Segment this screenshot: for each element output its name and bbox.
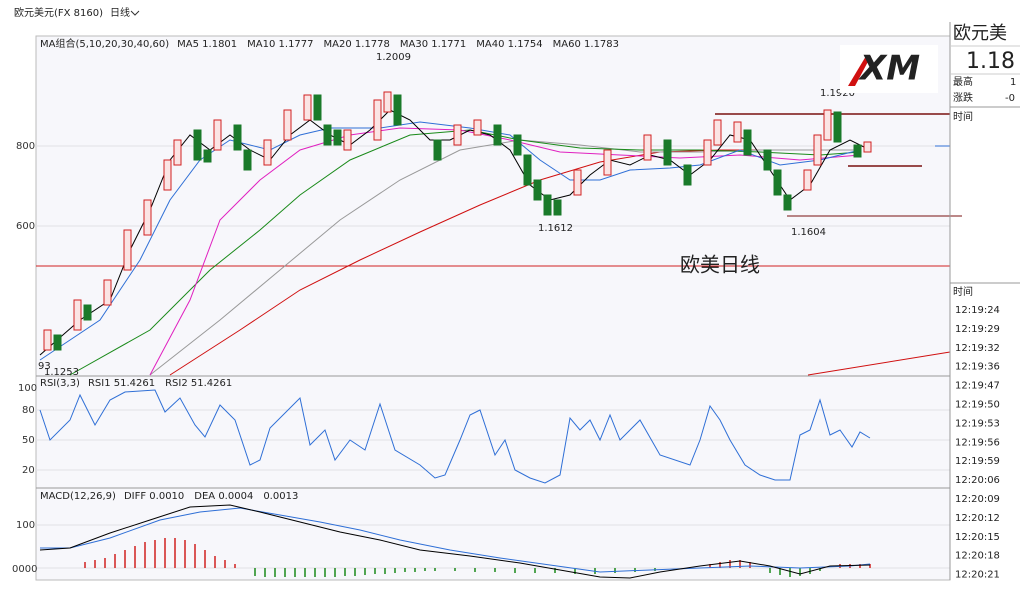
legend-item: MA5 1.1801 <box>177 39 237 50</box>
price-label: 1.1604 <box>791 227 826 238</box>
shape <box>169 149 860 376</box>
price-tick: 800 <box>16 141 35 152</box>
tick-time: 12:20:21 <box>955 570 1000 581</box>
rsi-tick: 20 <box>22 465 35 476</box>
tick-time: 12:19:53 <box>955 418 1000 429</box>
tick-time: 12:20:18 <box>955 551 1000 562</box>
row-label: 最高 <box>953 75 973 88</box>
tick-time: 12:20:06 <box>955 475 1000 486</box>
legend-item: MA10 1.1777 <box>247 39 313 50</box>
quote-name: 欧元美 <box>953 23 1007 44</box>
legend-item: MA20 1.1778 <box>324 39 390 50</box>
price-label: 1.1612 <box>538 223 573 234</box>
tick-time: 12:19:24 <box>955 305 1000 316</box>
time-header: 时间 <box>953 110 973 123</box>
legend-item: RSI1 51.4261 <box>88 378 155 389</box>
tick-times: 12:19:24 12:19:29 12:19:32 12:19:36 12:19:47… <box>955 305 1000 581</box>
shape <box>254 568 821 577</box>
rsi-title: RSI(3,3) <box>40 378 80 389</box>
macd-tick: 0000 <box>12 564 37 575</box>
shape <box>848 56 871 86</box>
tick-time: 12:19:29 <box>955 324 1000 335</box>
grid <box>36 145 950 569</box>
legend-item: DEA 0.0004 <box>194 491 253 502</box>
price-label: 1.1920 <box>820 88 855 99</box>
legend-item: MA30 1.1771 <box>400 39 466 50</box>
chart-frame <box>35 35 951 581</box>
tick-time: 12:19:50 <box>955 400 1000 411</box>
legend-item: MA40 1.1754 <box>476 39 542 50</box>
legend-item: 0.0013 <box>263 491 298 502</box>
price-tick: 600 <box>16 221 35 232</box>
tick-time: 12:20:15 <box>955 532 1000 543</box>
tick-time: 12:20:12 <box>955 513 1000 524</box>
candles <box>43 91 872 351</box>
legend-item: RSI2 51.4261 <box>165 378 232 389</box>
symbol[interactable]: 欧元美元(FX 8160) <box>14 6 103 19</box>
xm-logo: XM <box>840 45 938 93</box>
price-label: 1.1253 <box>44 367 79 378</box>
shape <box>840 45 938 93</box>
rsi-tick: 50 <box>22 435 35 446</box>
legend-item: MA60 1.1783 <box>553 39 619 50</box>
tick-time: 12:19:32 <box>955 343 1000 354</box>
shape <box>43 91 872 351</box>
macd-legend: DIFF 0.0010 DEA 0.0004 0.0013 <box>124 491 298 502</box>
shape: XM <box>858 49 920 89</box>
rsi-line <box>39 389 871 484</box>
ticks-header: 时间 <box>953 285 973 298</box>
row-value: 1 <box>1010 77 1016 88</box>
rsi-tick: 80 <box>22 405 35 416</box>
tick-time: 12:19:56 <box>955 437 1000 448</box>
dea-line <box>40 507 871 573</box>
legend-item: DIFF 0.0010 <box>124 491 184 502</box>
row-value: -0 <box>1005 93 1015 104</box>
rsi-tick: 100 <box>18 383 37 394</box>
row-label: 涨跌 <box>953 91 973 104</box>
rsi-legend: RSI1 51.4261 RSI2 51.4261 <box>88 378 232 389</box>
ma-title: MA组合(5,10,20,30,40,60) <box>40 37 169 50</box>
watermark-text: 欧美日线 <box>680 253 760 277</box>
dropdown-icon[interactable] <box>130 10 140 16</box>
tick-time: 12:19:47 <box>955 381 1000 392</box>
macd-title: MACD(12,26,9) <box>40 491 116 502</box>
price-label: 1.2009 <box>376 52 411 63</box>
shape <box>39 121 861 361</box>
tick-time: 12:19:59 <box>955 456 1000 467</box>
shape <box>807 351 951 376</box>
tick-time: 12:20:09 <box>955 494 1000 505</box>
shape <box>53 94 862 351</box>
period[interactable]: 日线 <box>110 6 130 19</box>
tick-time: 12:19:36 <box>955 362 1000 373</box>
quote-price: 1.18 <box>966 49 1015 74</box>
macd-tick: 100 <box>16 520 35 531</box>
diff-line <box>39 504 871 579</box>
ma-legend: MA5 1.1801 MA10 1.1777 MA20 1.1778 MA30 1.1… <box>177 39 619 50</box>
price-label: 93 <box>38 361 51 372</box>
level-lines <box>36 113 962 267</box>
